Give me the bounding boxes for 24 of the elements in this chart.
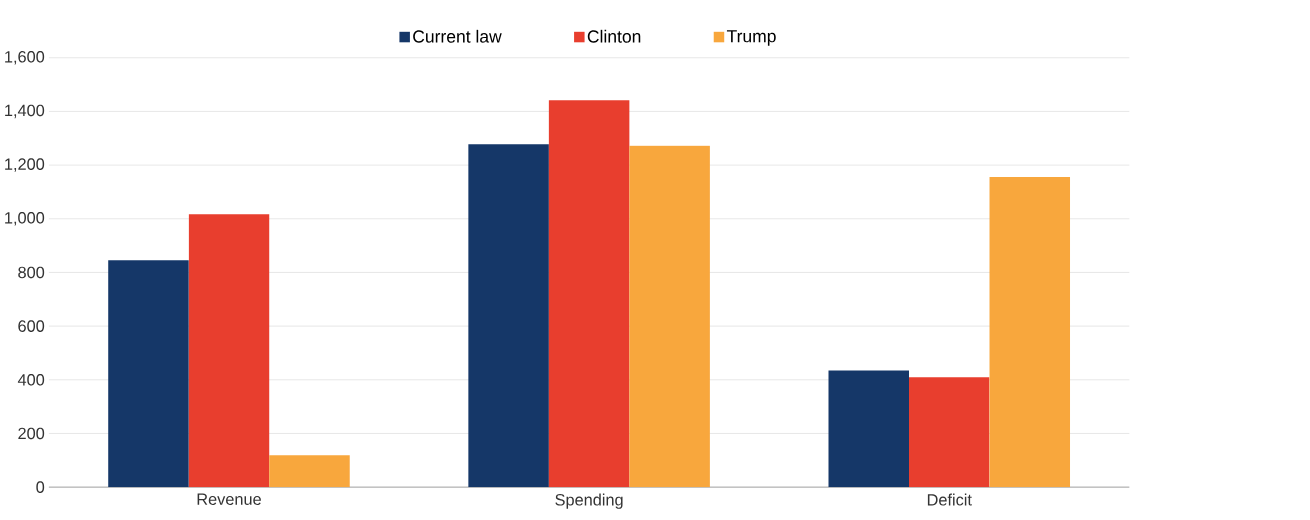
bar [468, 144, 549, 488]
legend-label: Clinton [587, 29, 641, 43]
bar [269, 455, 350, 488]
x-tick-label: Revenue [197, 493, 261, 506]
legend-label: Trump [726, 30, 776, 46]
x-tick-label: Spending [555, 493, 623, 509]
y-tick-label: 1,600 [5, 51, 45, 65]
y-tick-label: 0 [36, 481, 45, 494]
bar [188, 214, 270, 488]
y-tick-label: 600 [18, 320, 45, 332]
y-tick-label: 800 [18, 266, 45, 279]
bar [989, 177, 1071, 488]
y-tick-label: 200 [18, 427, 45, 440]
y-tick-label: 1,200 [5, 158, 45, 172]
bar [108, 260, 189, 488]
bar [909, 377, 990, 488]
bar [629, 145, 710, 488]
y-tick-label: 1,400 [5, 104, 45, 119]
bar [828, 370, 910, 488]
x-tick-label: Deficit [927, 493, 972, 506]
legend-label: Current law [413, 29, 502, 43]
y-tick-label: 400 [17, 374, 45, 386]
y-tick-label: 1,000 [5, 212, 45, 226]
bar [548, 100, 630, 488]
